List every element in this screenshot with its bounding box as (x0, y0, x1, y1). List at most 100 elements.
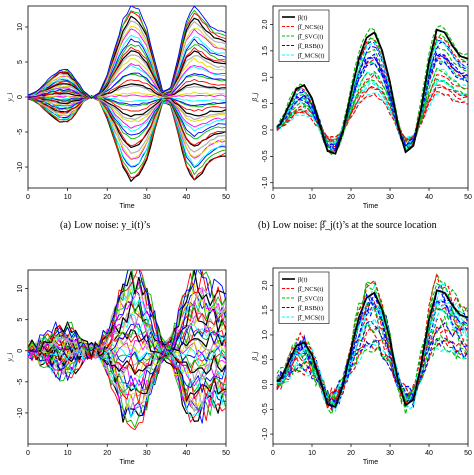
x-tick-label: 10 (64, 194, 72, 201)
estimate-line (276, 45, 468, 151)
y-tick-label: 10 (17, 23, 24, 31)
series-line (28, 270, 226, 353)
x-tick-label: 50 (222, 194, 230, 201)
legend-label: β(t) (298, 277, 307, 284)
y-tick-label: -5 (17, 379, 24, 385)
series-line (28, 46, 226, 98)
panel-d: 0 10 20 30 40 50 -1.0 -0.5 0.0 0.5 1.0 1.5 2.0 Time β_… (251, 267, 472, 466)
y-tick-label: 0.0 (262, 380, 269, 390)
caption-a-text: Low noise: y_i(t)’s (74, 220, 151, 231)
series-group (28, 6, 226, 182)
estimate-line (276, 79, 468, 144)
series-line (28, 96, 226, 129)
y-axis-label: β_j (251, 351, 259, 361)
series-line (28, 95, 226, 140)
estimate-line (276, 301, 468, 406)
y-tick-label: 2.0 (262, 19, 269, 29)
estimate-line (276, 92, 468, 140)
legend: β(t) β̂_NCS(t) β̂_SVC(t) β̂_RSB(t) β̂_MCS(t) (278, 271, 330, 324)
series-line (28, 11, 226, 99)
x-tick-label: 20 (103, 194, 111, 201)
series-line (28, 95, 226, 154)
y-tick-label: 1.5 (262, 46, 269, 56)
y-tick-label: 10 (17, 285, 24, 293)
series-line (28, 309, 226, 357)
series-line (28, 332, 226, 360)
estimate-line (276, 315, 468, 401)
y-tick-label: -10 (17, 162, 24, 172)
y-tick-label: 0 (17, 349, 24, 353)
estimate-line (276, 53, 468, 150)
legend-label: β̂_MCS(t) (298, 315, 324, 322)
series-line (28, 95, 226, 148)
estimate-line (276, 334, 468, 404)
legend-label: β̂_NCS(t) (298, 286, 323, 293)
x-tick-label: 10 (308, 450, 316, 457)
y-tick-label: -0.5 (262, 403, 269, 415)
estimate-line (276, 320, 468, 407)
y-tick-label: 1.5 (262, 305, 269, 315)
caption-b-label: (b) (258, 220, 270, 231)
caption-b: (b) Low noise: β̂_j(t)’s at the source lo… (258, 220, 437, 231)
legend: β(t) β̂_NCS(t) β̂_SVC(t) β̂_RSB(t) β̂_MCS(t) (278, 9, 330, 62)
x-axis-label: Time (119, 459, 134, 466)
series-group (276, 25, 468, 156)
series-line (28, 347, 226, 418)
estimate-line (276, 58, 468, 149)
series-line (28, 43, 226, 99)
estimate-line (276, 324, 468, 403)
series-line (28, 96, 226, 118)
truth-line (276, 28, 468, 155)
x-tick-label: 10 (64, 450, 72, 457)
series-line (28, 54, 226, 98)
caption-a-label: (a) (60, 220, 72, 231)
x-tick-label: 0 (26, 194, 30, 201)
y-tick-label: -0.5 (262, 150, 269, 162)
estimate-line (276, 90, 468, 140)
legend-label: β̂_MCS(t) (298, 53, 324, 60)
y-tick-label: 2.0 (262, 280, 269, 290)
estimate-line (276, 84, 468, 141)
series-line (28, 72, 226, 98)
series-line (28, 344, 226, 390)
y-tick-label: 0 (17, 95, 24, 99)
truth-line (276, 289, 468, 408)
plot-frame (272, 5, 469, 189)
series-line (28, 25, 226, 98)
series-line (28, 95, 226, 175)
estimate-line (276, 58, 468, 148)
legend-label: β(t) (298, 15, 307, 22)
caption-b-text: Low noise: β̂_j(t)’s at the source locat… (272, 220, 437, 231)
series-line (28, 94, 226, 99)
x-tick-label: 50 (464, 450, 472, 457)
x-tick-label: 0 (26, 450, 30, 457)
series-line (28, 96, 226, 159)
series-line (28, 323, 226, 359)
series-line (28, 329, 226, 358)
estimate-line (276, 342, 468, 401)
y-axis-label: y_i (6, 93, 14, 103)
x-tick-label: 30 (143, 450, 151, 457)
x-tick-label: 30 (386, 450, 394, 457)
y-tick-label: -1.0 (262, 177, 269, 189)
y-tick-label: -5 (17, 129, 24, 135)
x-tick-label: 20 (103, 450, 111, 457)
series-group (28, 270, 226, 431)
x-tick-label: 40 (183, 194, 191, 201)
legend-label: β̂_SVC(t) (298, 34, 323, 41)
y-tick-label: 1.0 (262, 330, 269, 340)
x-tick-label: 50 (222, 450, 230, 457)
series-line (28, 63, 226, 98)
y-tick-label: 0.5 (262, 99, 269, 109)
estimate-line (276, 52, 468, 148)
x-tick-label: 30 (143, 194, 151, 201)
series-line (28, 96, 226, 106)
series-line (28, 78, 226, 99)
series-line (28, 95, 226, 132)
x-tick-label: 0 (271, 450, 275, 457)
legend-label: β̂_RSB(t) (298, 305, 323, 312)
series-line (28, 83, 226, 98)
series-group (276, 272, 468, 416)
y-tick-label: 5 (17, 60, 24, 64)
